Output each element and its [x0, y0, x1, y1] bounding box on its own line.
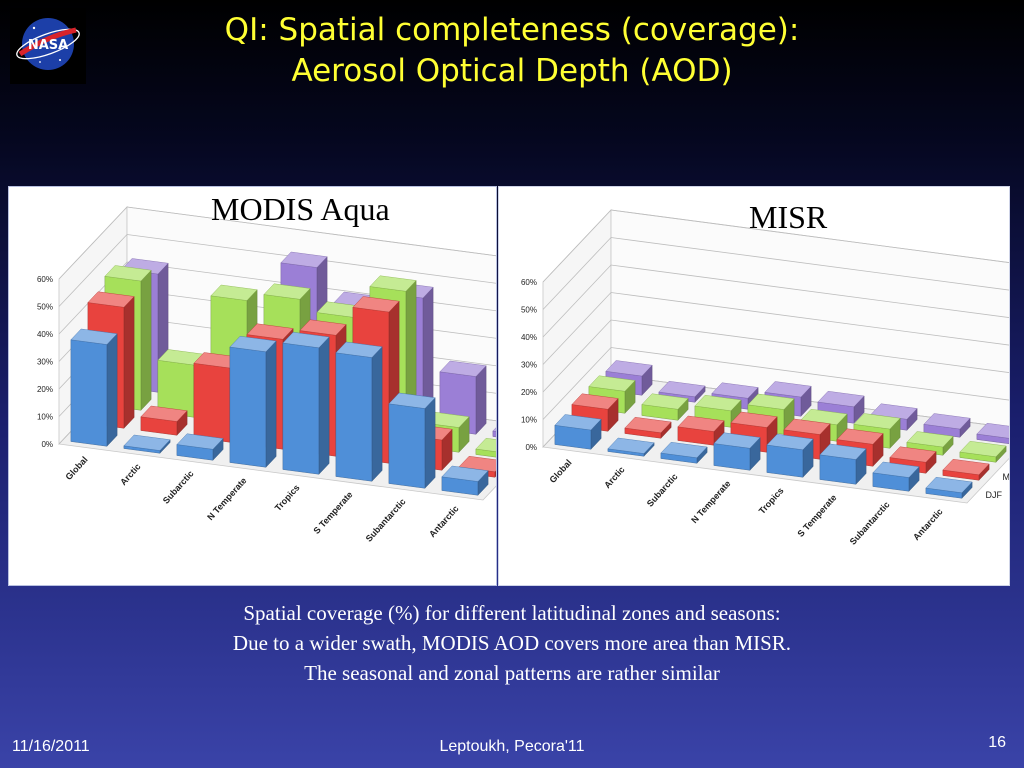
y-tick-label: 30% — [37, 358, 53, 367]
category-label: Global — [63, 454, 89, 482]
y-tick-label: 0% — [525, 443, 537, 452]
y-tick-label: 40% — [37, 330, 53, 339]
y-tick-label: 50% — [521, 306, 537, 315]
bar-djf-global — [70, 328, 118, 447]
category-label: S Temperate — [312, 489, 355, 535]
bar-djf-antarctic — [441, 465, 489, 496]
bar-djf-s-temperate — [335, 341, 383, 482]
gridline — [58, 206, 496, 280]
category-label: Arctic — [602, 464, 627, 490]
bar-mam-antarctic — [942, 459, 990, 481]
bar-mam-arctic — [624, 417, 672, 439]
y-tick-label: 10% — [521, 416, 537, 425]
bar-mam-arctic — [140, 405, 188, 436]
gridline — [542, 292, 1009, 365]
bar-djf-subantarctic — [388, 392, 436, 489]
gridline — [542, 319, 1009, 393]
category-label: N Temperate — [689, 478, 732, 525]
bar-djf-n-temperate — [229, 336, 277, 468]
bar-jja-arctic — [641, 393, 689, 421]
category-label: Tropics — [273, 482, 302, 512]
y-tick-label: 30% — [521, 361, 537, 370]
misr-chart: 0% 10% 20% 30% 40% 50% 60% Global Arctic Subarcti… — [521, 208, 1010, 547]
bar-djf-antarctic — [925, 477, 973, 499]
bar-jja-antarctic — [475, 438, 496, 458]
gridline — [542, 237, 1009, 310]
bar-djf-arctic — [607, 437, 655, 457]
nasa-logo: NASA — [10, 8, 86, 84]
title-line-1: QI: Spatial completeness (coverage): — [224, 12, 800, 48]
bar-mam-subarctic — [677, 415, 725, 446]
category-label: Antarctic — [911, 506, 945, 542]
category-label: Tropics — [757, 485, 786, 515]
gridline — [542, 209, 1009, 283]
gridline — [542, 264, 1009, 338]
bar-djf-subarctic — [176, 433, 224, 461]
title-line-2: Aerosol Optical Depth (AOD) — [291, 53, 733, 89]
y-tick-label: 60% — [37, 275, 53, 284]
category-label: S Temperate — [796, 492, 839, 538]
y-tick-label: 20% — [37, 385, 53, 394]
gridline — [542, 347, 1009, 420]
footer-author: Leptoukh, Pecora'11 — [439, 738, 585, 755]
category-label: Global — [547, 457, 573, 485]
category-label: Subantarctic — [364, 496, 408, 543]
series-label: MAM — [1003, 472, 1010, 482]
y-tick-label: 20% — [521, 388, 537, 397]
misr-chart-title: MISR — [749, 199, 828, 235]
category-label: Antarctic — [427, 503, 461, 539]
modis-chart-panel: 0% 10% 20% 30% 40% 50% 60% Global Arctic Subarcti… — [8, 186, 497, 586]
category-label: Subarctic — [645, 471, 680, 508]
y-tick-label: 50% — [37, 303, 53, 312]
bar-son-global — [605, 360, 653, 396]
category-label: N Temperate — [205, 475, 248, 522]
category-label: Arctic — [118, 461, 143, 487]
page-number: 16 — [988, 734, 1006, 751]
y-tick-label: 40% — [521, 333, 537, 342]
misr-chart-panel: 0% 10% 20% 30% 40% 50% 60% Global Arctic Subarcti… — [498, 186, 1010, 586]
svg-text:NASA: NASA — [28, 38, 68, 53]
modis-chart: 0% 10% 20% 30% 40% 50% 60% Global Arctic Subarcti… — [37, 205, 496, 544]
bar-djf-global — [554, 414, 602, 450]
bar-djf-tropics — [766, 434, 814, 478]
bar-son-antarctic — [492, 427, 496, 438]
bar-son-antarctic — [976, 423, 1009, 444]
y-tick-label: 60% — [521, 278, 537, 287]
caption-line-2: Due to a wider swath, MODIS AOD covers m… — [232, 631, 792, 655]
gridline — [58, 234, 496, 307]
slide-caption: Spatial coverage (%) for different latit… — [100, 598, 924, 688]
caption-line-1: Spatial coverage (%) for different latit… — [243, 601, 781, 625]
bar-son-subantarctic — [923, 413, 971, 438]
y-tick-label: 10% — [37, 413, 53, 422]
bar-djf-arctic — [123, 434, 171, 454]
y-tick-label: 0% — [41, 440, 53, 449]
category-label: Subantarctic — [848, 499, 892, 546]
slide-title: QI: Spatial completeness (coverage): Aer… — [100, 10, 924, 92]
bar-djf-subantarctic — [872, 461, 920, 492]
bar-djf-n-temperate — [713, 432, 761, 471]
bar-jja-antarctic — [959, 441, 1007, 463]
bar-djf-s-temperate — [819, 443, 867, 485]
caption-line-3: The seasonal and zonal patterns are rath… — [304, 661, 720, 685]
series-label: DJF — [986, 490, 1003, 500]
footer-date: 11/16/2011 — [12, 738, 90, 755]
bar-djf-subarctic — [660, 442, 708, 464]
modis-chart-title: MODIS Aqua — [211, 191, 390, 227]
category-label: Subarctic — [161, 468, 196, 505]
bar-djf-tropics — [282, 332, 330, 475]
